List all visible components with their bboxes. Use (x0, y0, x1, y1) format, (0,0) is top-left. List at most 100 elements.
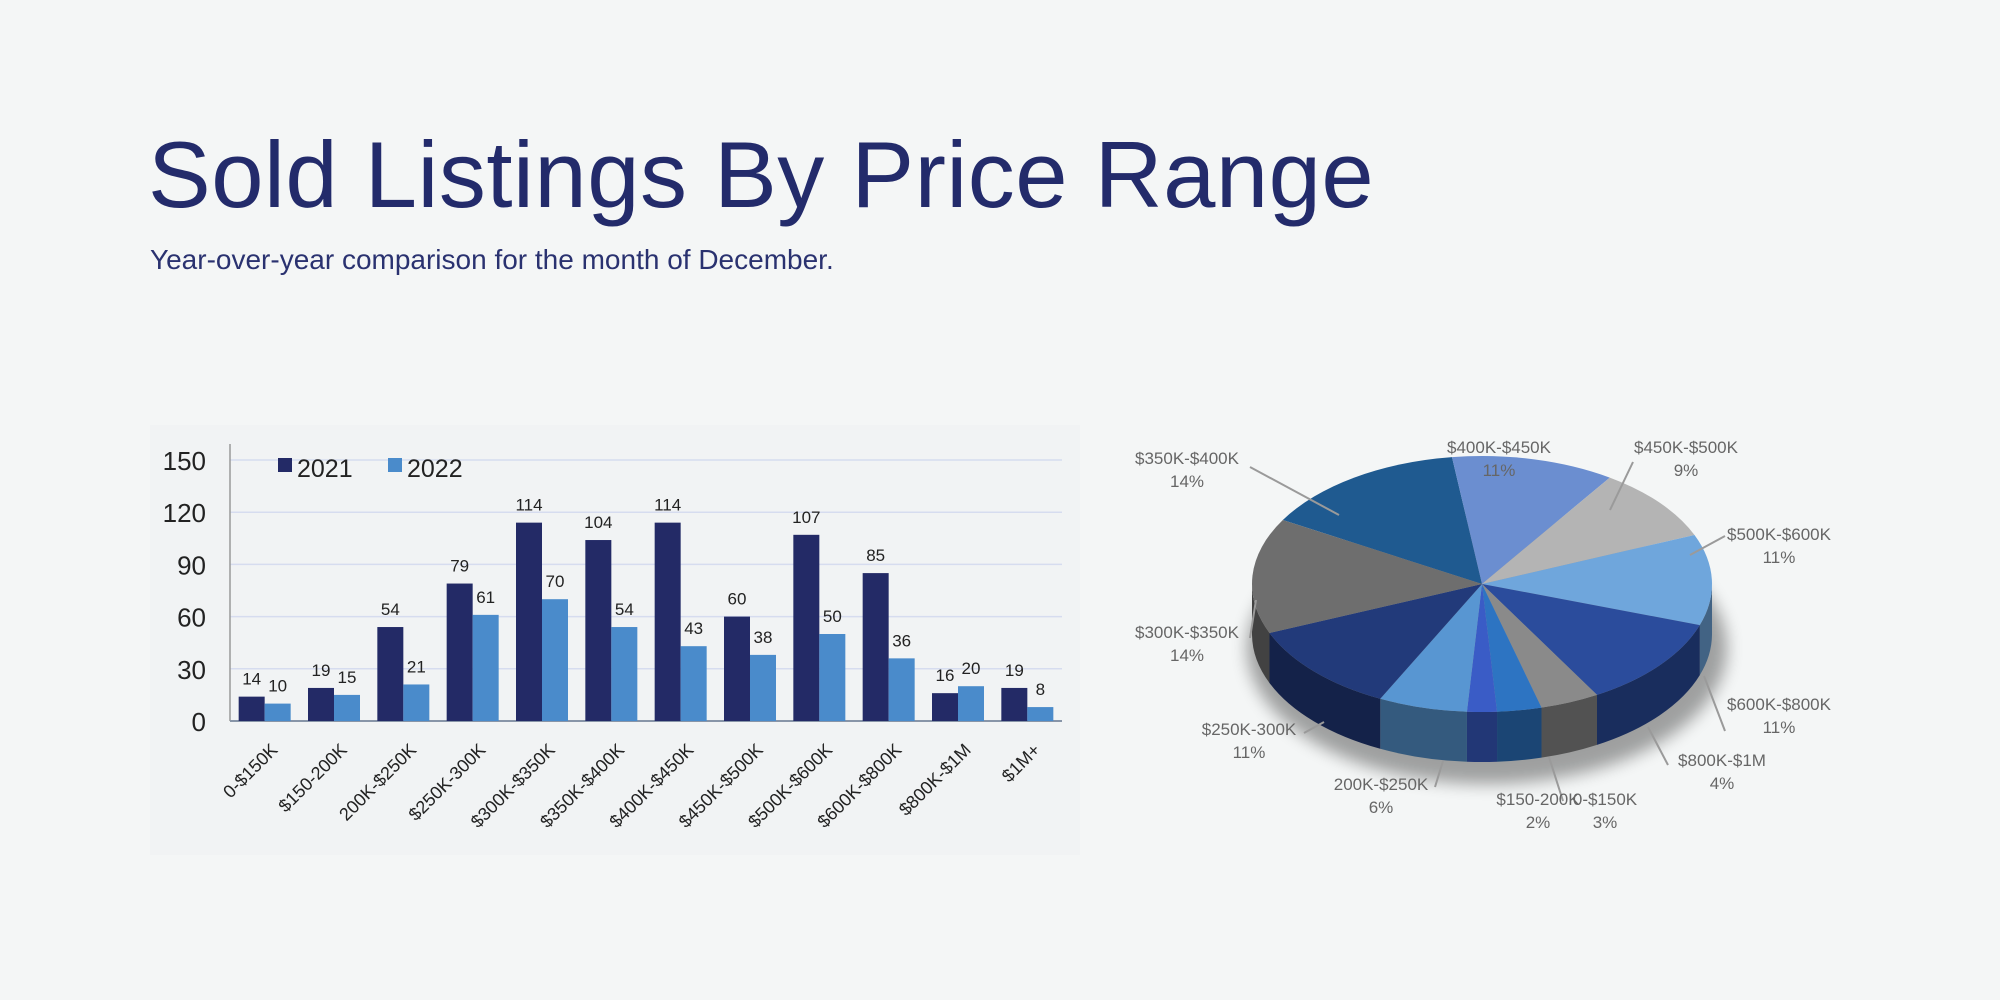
pie-slice (1466, 584, 1498, 712)
y-tick-label: 60 (177, 603, 206, 633)
data-label: 38 (754, 628, 773, 647)
pie-side (1541, 694, 1597, 758)
bar-2022 (819, 634, 846, 721)
bar-2021 (446, 583, 473, 721)
bar-2021 (862, 573, 889, 721)
pie-slice (1482, 584, 1700, 695)
page-subtitle: Year-over-year comparison for the month … (150, 244, 834, 275)
data-label: 70 (546, 572, 565, 591)
pie-side (1466, 711, 1498, 762)
pie-side (1252, 584, 1270, 683)
pie-slice (1380, 584, 1482, 712)
data-label: 19 (1005, 661, 1024, 680)
data-label: 19 (312, 661, 331, 680)
pie-label: $800K-$1M (1678, 751, 1766, 770)
pie-percent: 11% (1483, 461, 1516, 480)
pie-slice (1269, 584, 1482, 699)
bar-2022 (888, 658, 915, 721)
bar-2022 (680, 646, 707, 721)
bar-2021 (516, 522, 542, 721)
data-label: 114 (654, 496, 681, 515)
pie-percent: 6% (1369, 798, 1394, 817)
bar-2021 (1001, 687, 1028, 721)
data-label: 14 (242, 670, 261, 689)
data-label: 79 (450, 557, 469, 576)
y-tick-label: 90 (177, 550, 206, 580)
data-label: 20 (962, 659, 981, 678)
pie-label: $350K-$400K (1135, 449, 1240, 468)
y-tick-label: 0 (192, 707, 206, 737)
leader-line (1249, 466, 1340, 516)
bar-2022 (542, 599, 568, 721)
bar-2022 (611, 627, 638, 721)
bar-2022 (403, 684, 430, 721)
y-tick-label: 150 (163, 446, 206, 476)
leader-line (1647, 726, 1669, 766)
bar-2022 (958, 686, 984, 721)
pie-label: $500K-$600K (1727, 525, 1832, 544)
pie-label: 200K-$250K (1334, 775, 1429, 794)
legend-swatch (278, 458, 292, 472)
legend-label: 2021 (297, 455, 353, 483)
data-label: 61 (476, 588, 495, 607)
leader-line (1548, 756, 1564, 802)
bar-2021 (238, 696, 265, 721)
y-tick-label: 120 (163, 498, 206, 528)
pie-side (1269, 632, 1381, 749)
pie-label: $300K-$350K (1135, 623, 1240, 642)
data-label: 15 (338, 668, 357, 687)
pie-percent: 4% (1710, 774, 1735, 793)
bar-2021 (793, 534, 820, 721)
page-title: Sold Listings By Price Range (148, 122, 1375, 227)
y-tick-label: 30 (177, 655, 206, 685)
bar-2022 (750, 654, 776, 721)
data-label: 10 (268, 677, 287, 696)
pie-percent: 9% (1674, 461, 1699, 480)
bar-2022 (472, 614, 499, 721)
data-label: 54 (615, 600, 634, 619)
data-label: 50 (823, 607, 842, 626)
pie-slice (1482, 477, 1695, 584)
legend-swatch (388, 458, 402, 472)
bar-2021 (308, 687, 334, 721)
pie-slice (1482, 584, 1542, 712)
data-label: 114 (515, 496, 542, 515)
pie-percent: 11% (1233, 743, 1266, 762)
pie-percent: 11% (1763, 548, 1796, 567)
pie-side (1699, 584, 1712, 676)
pie-slice (1252, 520, 1482, 633)
bar-2021 (932, 693, 958, 721)
leader-line (1434, 760, 1444, 788)
pie-slice (1482, 535, 1712, 626)
data-label: 43 (684, 619, 703, 638)
data-label: 85 (866, 546, 885, 565)
legend-label: 2022 (407, 455, 463, 483)
data-label: 21 (407, 657, 426, 676)
pie-slice (1282, 457, 1482, 584)
bar-2022 (334, 694, 360, 721)
leader-line (1249, 599, 1257, 639)
pie-side (1597, 625, 1700, 745)
pie-label: $150-200K (1496, 790, 1580, 809)
pie-shadow (1247, 512, 1727, 784)
data-label: 36 (892, 631, 911, 650)
data-label: 107 (792, 508, 820, 527)
data-label: 60 (728, 590, 747, 609)
pie-percent: 14% (1170, 646, 1204, 665)
leader-line (1609, 461, 1634, 511)
pie-percent: 3% (1593, 813, 1618, 832)
pie-label: $600K-$800K (1727, 695, 1832, 714)
pie-slice (1451, 456, 1610, 584)
pie-label: 0-$150K (1573, 790, 1638, 809)
data-label: 16 (936, 666, 955, 685)
pie-percent: 14% (1170, 472, 1204, 491)
pie-label: $400K-$450K (1447, 438, 1552, 457)
leader-line (1689, 535, 1726, 556)
bar-2021 (724, 616, 750, 721)
bar-2022 (1027, 707, 1054, 721)
pie-slice (1482, 584, 1597, 708)
leader-line (1303, 721, 1325, 734)
pie-side (1497, 707, 1542, 762)
data-label: 54 (381, 600, 400, 619)
